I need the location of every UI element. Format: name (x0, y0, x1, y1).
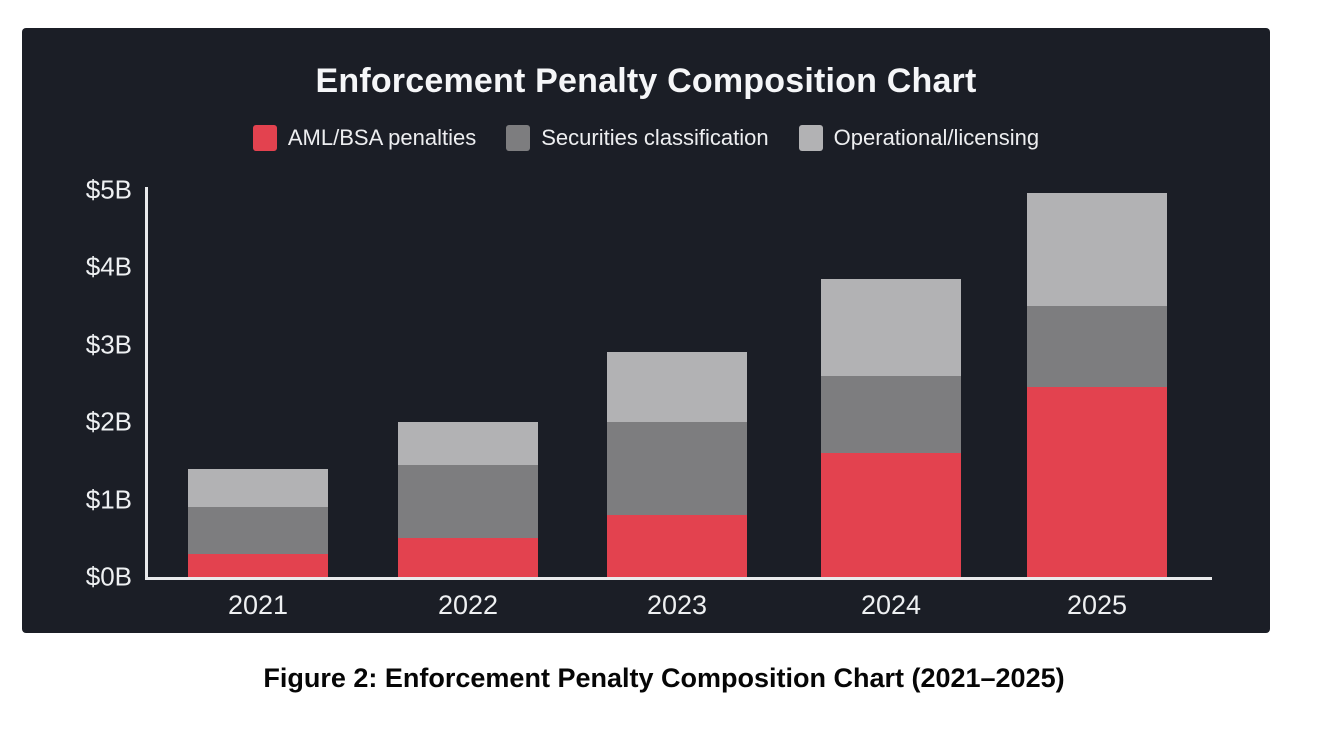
x-axis-tick-label: 2023 (646, 590, 708, 620)
bar-segment-2021-operational-licensing (188, 468, 328, 508)
x-axis-tick-label: 2021 (227, 590, 289, 620)
legend-item-aml-bsa-penalties: AML/BSA penalties (252, 125, 477, 151)
bar-segment-2025-aml-bsa-penalties (1027, 387, 1167, 577)
legend-label: Securities classification (541, 125, 769, 150)
y-axis-tick-label: $5B (85, 174, 132, 204)
y-axis-tick-label: $3B (85, 329, 132, 359)
bar-2025 (1027, 193, 1167, 577)
y-axis-tick-label: $0B (85, 561, 132, 592)
bar-segment-2023-operational-licensing (607, 352, 747, 422)
bar-2023 (607, 352, 747, 577)
legend-swatch-icon (252, 125, 277, 151)
x-axis-tick-label: 2022 (437, 590, 499, 620)
y-axis-tick-label: $4B (85, 251, 132, 282)
bar-segment-2022-aml-bsa-penalties (398, 538, 538, 577)
y-axis-tick-label: $1B (85, 484, 132, 514)
bar-2022 (398, 422, 538, 577)
bar-2021 (188, 468, 328, 577)
figure-caption: Figure 2: Enforcement Penalty Compositio… (263, 663, 1065, 693)
plot-area: $0B $1B $2B $3B $4B $5B 2021 2022 2023 2024 2025 (22, 28, 1270, 633)
x-axis-line (145, 577, 1212, 580)
x-axis-tick-label: 2025 (1066, 590, 1128, 620)
legend-label: Operational/licensing (833, 125, 1040, 150)
y-axis-tick-label: $2B (85, 406, 132, 437)
bar-segment-2024-aml-bsa-penalties (821, 453, 961, 577)
bar-segment-2025-operational-licensing (1027, 193, 1167, 306)
chart-card: Enforcement Penalty Composition Chart AM… (22, 28, 1270, 633)
bar-segment-2023-securities-classification (607, 422, 747, 515)
legend-swatch-icon (798, 125, 823, 151)
bar-segment-2022-securities-classification (398, 464, 538, 539)
chart-title: Enforcement Penalty Composition Chart (315, 62, 977, 100)
legend-item-operational-licensing: Operational/licensing (798, 125, 1040, 151)
bar-segment-2025-securities-classification (1027, 305, 1167, 388)
bar-2024 (821, 278, 961, 577)
x-axis-tick-label: 2024 (860, 590, 922, 620)
bar-segment-2024-operational-licensing (821, 278, 961, 376)
y-axis-line (145, 187, 148, 580)
bar-segment-2022-operational-licensing (398, 422, 538, 465)
legend-label: AML/BSA penalties (287, 125, 477, 150)
legend-swatch-icon (506, 125, 531, 151)
bar-segment-2023-aml-bsa-penalties (607, 515, 747, 577)
bar-segment-2021-aml-bsa-penalties (188, 553, 328, 577)
bar-segment-2021-securities-classification (188, 507, 328, 554)
legend-item-securities-classification: Securities classification (506, 125, 769, 151)
bar-segment-2024-securities-classification (821, 375, 961, 453)
chart-legend: AML/BSA penalties Securities classificati… (22, 125, 1270, 151)
